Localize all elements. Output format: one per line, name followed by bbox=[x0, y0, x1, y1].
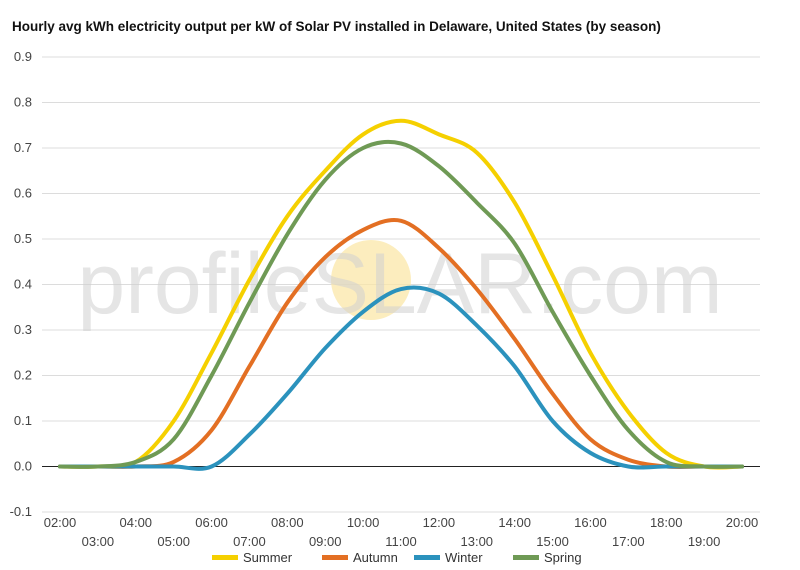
series-line-spring bbox=[58, 139, 744, 469]
y-axis-ticks: 0.9 0.8 0.7 0.6 0.5 0.4 0.3 0.2 0.1 0.0 -0.1 bbox=[10, 49, 32, 519]
x-axis-ticks: 02:00 03:00 04:00 05:00 06:00 07:00 08:00 09:00… bbox=[44, 515, 759, 549]
y-tick-label: 0.1 bbox=[14, 413, 32, 428]
legend-label: Autumn bbox=[353, 550, 398, 565]
watermark-s: S bbox=[312, 236, 369, 332]
x-tick-label: 19:00 bbox=[688, 534, 721, 549]
y-tick-label: 0.0 bbox=[14, 459, 32, 474]
legend-swatch bbox=[322, 555, 348, 560]
x-tick-label: 14:00 bbox=[498, 515, 531, 530]
legend-label: Summer bbox=[243, 550, 293, 565]
watermark-text: profileSLAR.com bbox=[77, 236, 722, 332]
x-tick-label: 11:00 bbox=[385, 534, 417, 549]
series-line-winter bbox=[58, 285, 744, 471]
legend-swatch bbox=[513, 555, 539, 560]
x-tick-label: 12:00 bbox=[423, 515, 456, 530]
x-tick-label: 02:00 bbox=[44, 515, 77, 530]
y-tick-label: 0.4 bbox=[14, 277, 32, 292]
x-tick-label: 13:00 bbox=[461, 534, 494, 549]
x-tick-label: 10:00 bbox=[347, 515, 380, 530]
y-tick-label: 0.8 bbox=[14, 95, 32, 110]
y-tick-label: 0.9 bbox=[14, 49, 32, 64]
legend-label: Winter bbox=[445, 550, 483, 565]
series-lines bbox=[58, 118, 744, 471]
watermark: profileSLAR.com bbox=[77, 236, 722, 332]
x-tick-label: 09:00 bbox=[309, 534, 342, 549]
x-tick-label: 08:00 bbox=[271, 515, 304, 530]
x-tick-label: 05:00 bbox=[157, 534, 190, 549]
x-tick-label: 04:00 bbox=[120, 515, 153, 530]
x-tick-label: 20:00 bbox=[726, 515, 759, 530]
legend-swatch bbox=[414, 555, 440, 560]
y-tick-label: 0.7 bbox=[14, 140, 32, 155]
legend-swatch bbox=[212, 555, 238, 560]
grid bbox=[42, 56, 760, 513]
series-line-summer bbox=[58, 118, 744, 470]
x-tick-label: 06:00 bbox=[195, 515, 228, 530]
legend-label: Spring bbox=[544, 550, 582, 565]
x-tick-label: 18:00 bbox=[650, 515, 683, 530]
y-tick-label: 0.3 bbox=[14, 322, 32, 337]
x-tick-label: 16:00 bbox=[574, 515, 607, 530]
y-tick-label: 0.5 bbox=[14, 231, 32, 246]
y-tick-label: -0.1 bbox=[10, 504, 32, 519]
series-line-autumn bbox=[58, 218, 744, 469]
legend: Summer Autumn Winter Spring bbox=[212, 550, 582, 565]
x-tick-label: 03:00 bbox=[82, 534, 115, 549]
y-tick-label: 0.2 bbox=[14, 368, 32, 383]
x-tick-label: 07:00 bbox=[233, 534, 266, 549]
watermark-prefix: profile bbox=[77, 236, 311, 332]
x-tick-label: 17:00 bbox=[612, 534, 645, 549]
watermark-sun-icon bbox=[331, 240, 411, 320]
watermark-suffix: LAR.com bbox=[369, 236, 723, 332]
y-tick-label: 0.6 bbox=[14, 186, 32, 201]
chart-title: Hourly avg kWh electricity output per kW… bbox=[12, 19, 661, 34]
x-tick-label: 15:00 bbox=[536, 534, 569, 549]
